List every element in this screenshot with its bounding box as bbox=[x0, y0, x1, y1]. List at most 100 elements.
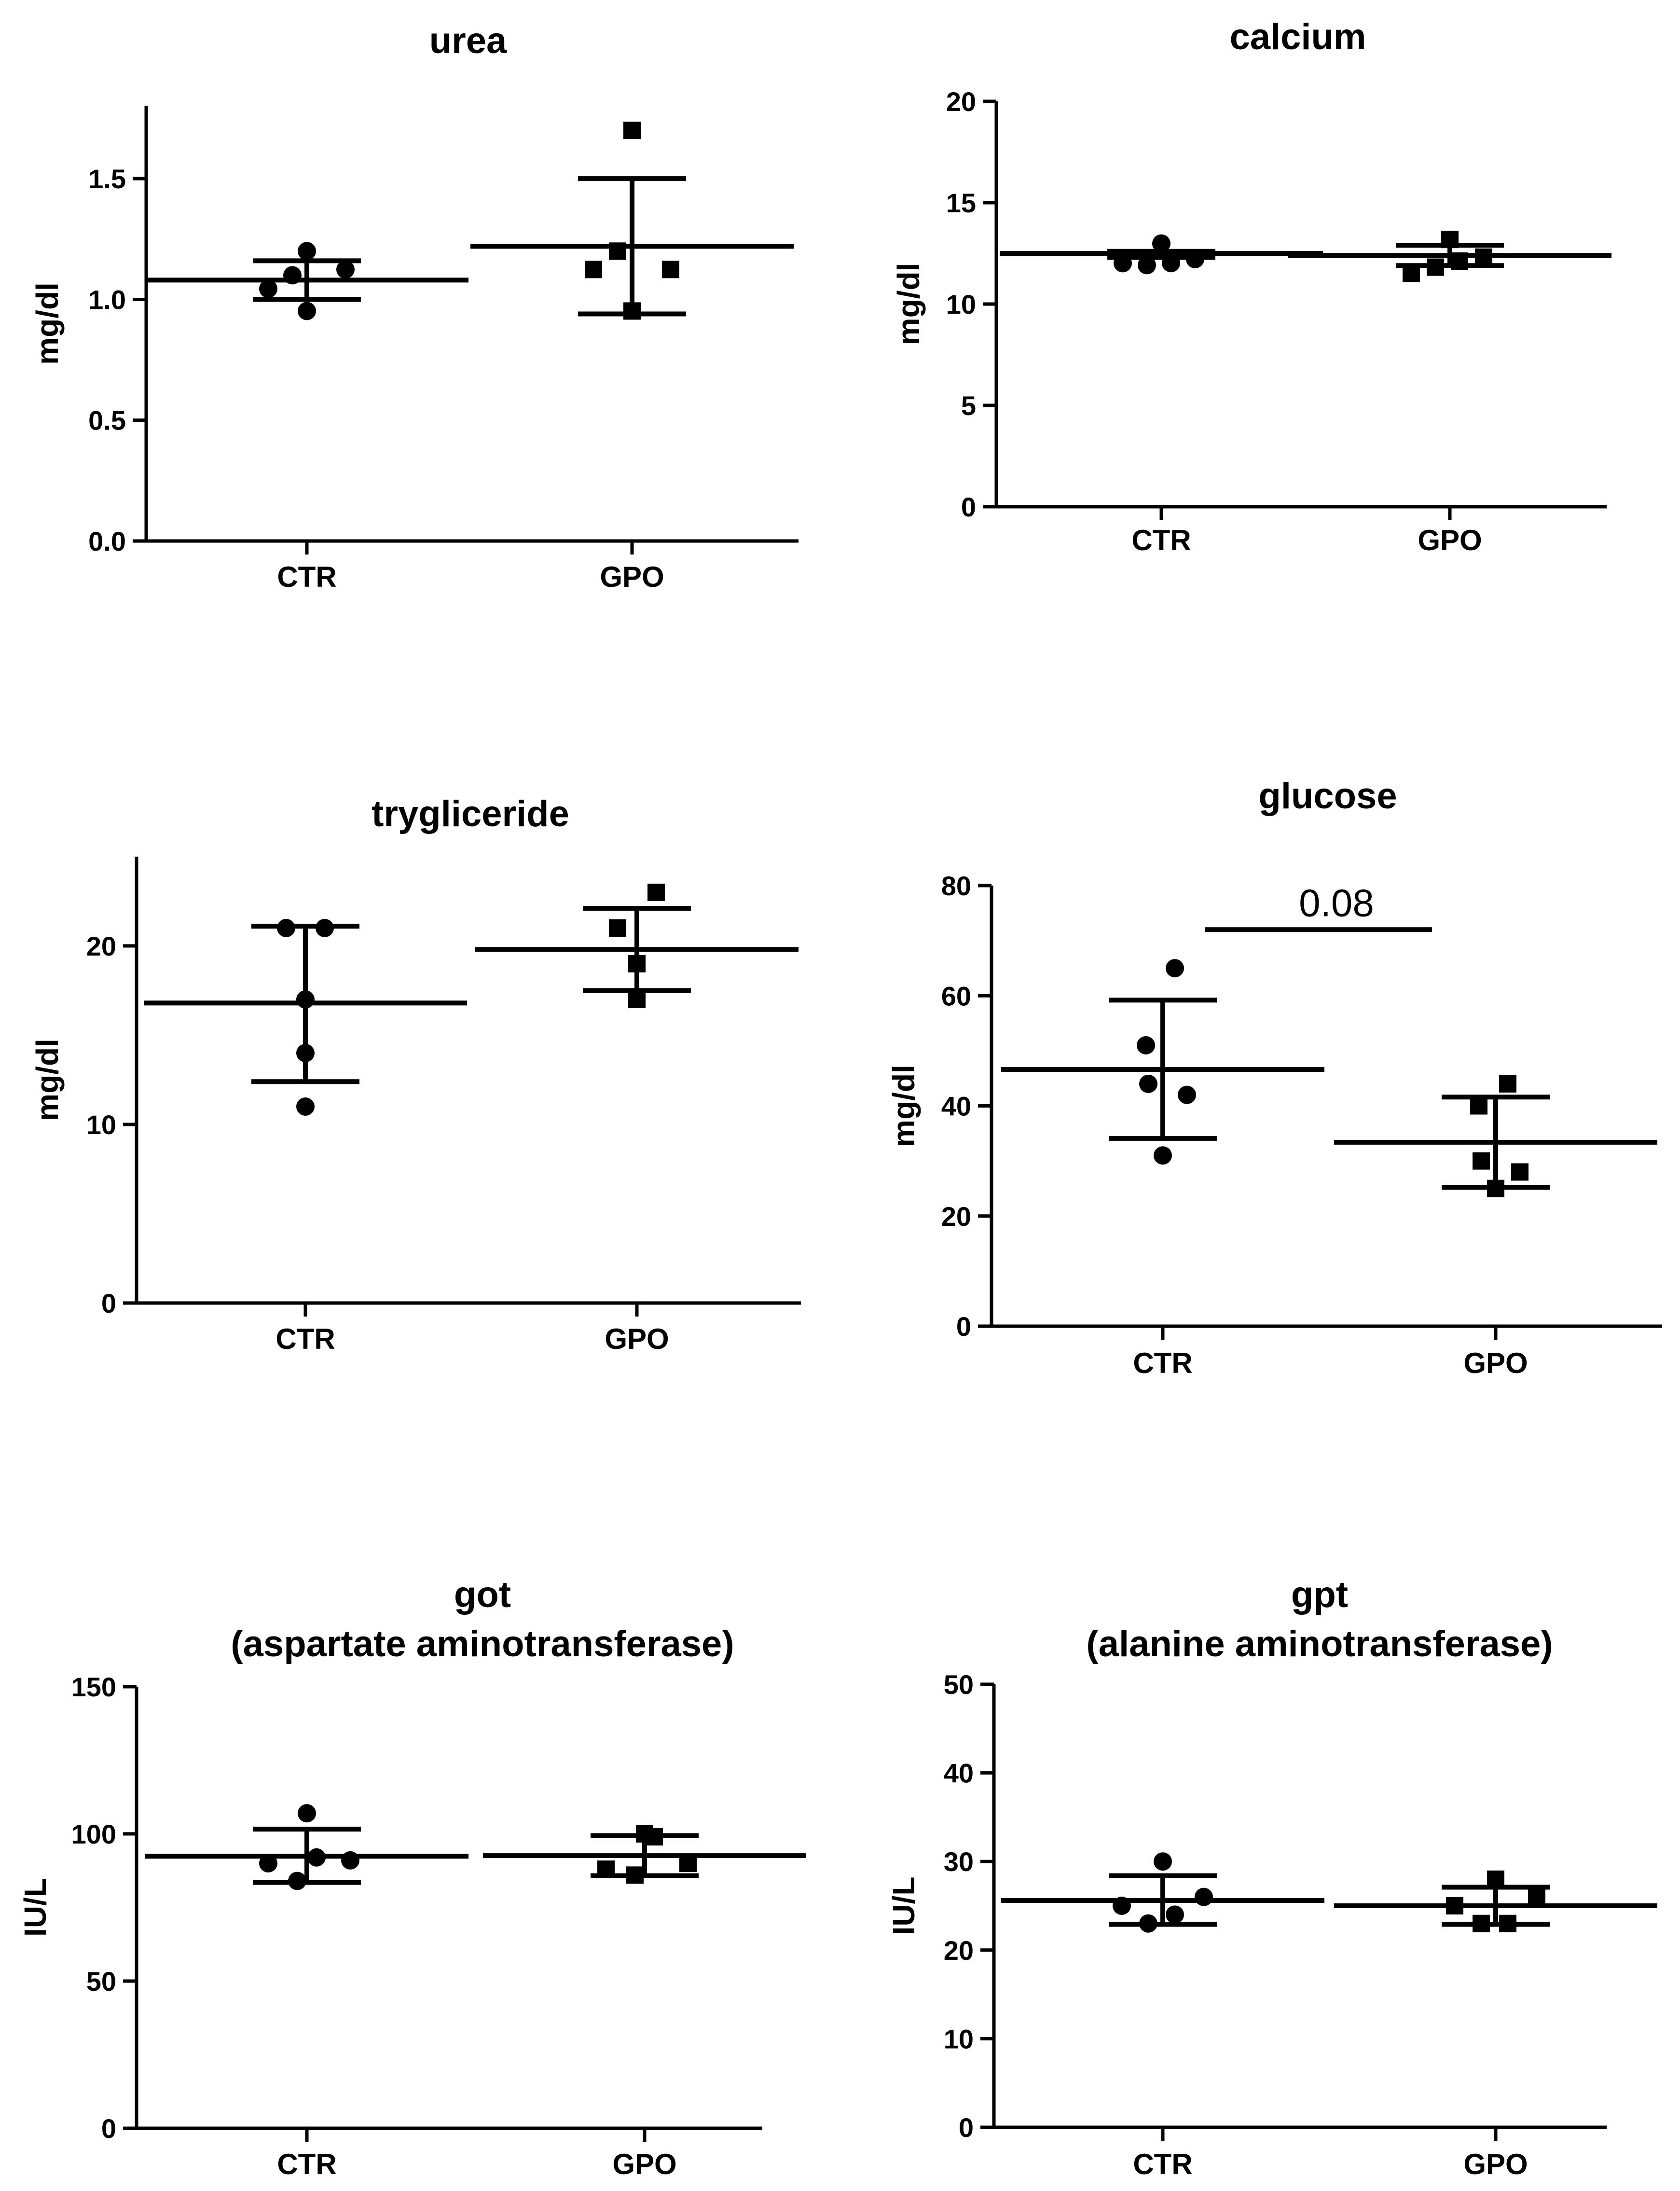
data-point bbox=[1441, 231, 1459, 249]
data-point bbox=[1139, 1074, 1157, 1093]
x-category-label-gpo: GPO bbox=[1463, 1347, 1528, 1379]
data-point bbox=[1139, 1914, 1157, 1933]
x-category-label-ctr: CTR bbox=[1133, 2148, 1192, 2180]
data-point bbox=[316, 919, 334, 937]
data-point bbox=[1511, 1163, 1529, 1181]
data-point bbox=[1195, 1887, 1213, 1906]
series-ctr bbox=[144, 919, 467, 1116]
y-axis-label: mg/dl bbox=[891, 263, 926, 346]
y-tick-label: 30 bbox=[944, 1846, 974, 1877]
data-point bbox=[679, 1855, 697, 1872]
y-tick-label: 0 bbox=[101, 1288, 116, 1318]
data-point bbox=[298, 302, 316, 320]
series-ctr bbox=[145, 1804, 468, 1890]
data-point bbox=[1137, 1036, 1155, 1054]
y-axis-label: IU/L bbox=[886, 1877, 921, 1935]
data-point bbox=[1403, 264, 1420, 282]
data-point bbox=[259, 279, 277, 298]
y-tick-label: 0 bbox=[101, 2113, 116, 2144]
chart-title: urea bbox=[429, 20, 507, 61]
data-point bbox=[1499, 1914, 1516, 1932]
y-tick-label: 40 bbox=[941, 1091, 971, 1122]
chart-panel-6: gpt (alanine aminotransferase) IU/L 0 10 20 30… bbox=[886, 1574, 1657, 2180]
y-tick-label: 20 bbox=[946, 86, 976, 117]
series-ctr bbox=[1000, 234, 1323, 275]
series-gpo bbox=[470, 122, 794, 320]
data-point bbox=[1427, 258, 1444, 276]
series-ctr bbox=[145, 242, 468, 320]
chart-title: got bbox=[454, 1574, 511, 1615]
data-point bbox=[1166, 959, 1184, 978]
data-point bbox=[1499, 1075, 1516, 1093]
y-axis-label: mg/dl bbox=[886, 1065, 921, 1147]
x-category-label-gpo: GPO bbox=[605, 1323, 669, 1355]
data-point bbox=[341, 1851, 359, 1870]
data-point bbox=[296, 1097, 315, 1116]
data-point bbox=[623, 302, 641, 320]
x-category-label-gpo: GPO bbox=[612, 2148, 676, 2180]
chart-title: gpt bbox=[1291, 1574, 1348, 1615]
series-ctr bbox=[1001, 959, 1324, 1165]
y-tick-label: 20 bbox=[941, 1201, 971, 1232]
chart-panel-5: got (aspartate aminotransferase) IU/L 0 50 10… bbox=[18, 1574, 806, 2180]
y-tick-label: 20 bbox=[86, 931, 116, 961]
series-gpo bbox=[1288, 231, 1611, 282]
y-tick-label: 10 bbox=[946, 289, 976, 319]
y-tick-label: 150 bbox=[71, 1672, 116, 1702]
y-tick-label: 80 bbox=[941, 871, 971, 901]
x-category-label-gpo: GPO bbox=[1418, 524, 1482, 556]
x-category-label-ctr: CTR bbox=[277, 561, 336, 593]
chart-title: glucose bbox=[1258, 776, 1397, 817]
data-point bbox=[636, 1825, 653, 1843]
data-point bbox=[1113, 1897, 1131, 1915]
chart-panel-2: calcium mg/dl 0 5 10 15 20 CTR GPO bbox=[891, 16, 1611, 556]
data-point bbox=[1166, 1905, 1184, 1924]
y-tick-label: 0.0 bbox=[88, 526, 126, 556]
y-tick-label: 1.0 bbox=[88, 284, 126, 315]
chart-panel-3: trygliceride mg/dl 0 10 20 CTR GPO bbox=[30, 793, 801, 1355]
data-point bbox=[1528, 1888, 1545, 1906]
data-point bbox=[1451, 252, 1468, 270]
data-point bbox=[307, 1848, 326, 1867]
data-point bbox=[628, 991, 646, 1008]
data-point bbox=[296, 1044, 315, 1062]
data-point bbox=[1138, 256, 1156, 275]
data-point bbox=[296, 990, 315, 1009]
y-axis-label: IU/L bbox=[18, 1878, 53, 1937]
chart-title: calcium bbox=[1229, 16, 1366, 57]
data-point bbox=[647, 884, 665, 901]
p-value-annotation: 0.08 bbox=[1299, 881, 1374, 924]
data-point bbox=[1473, 1914, 1490, 1932]
series-gpo bbox=[1334, 1870, 1657, 1932]
data-point bbox=[1154, 1146, 1172, 1165]
y-tick-label: 1.5 bbox=[88, 164, 126, 194]
series-gpo bbox=[475, 884, 799, 1008]
chart-panel-1: urea mg/dl 0.0 0.5 1.0 1.5 CTR GPO bbox=[30, 20, 799, 593]
y-axis-label: mg/dl bbox=[30, 1039, 65, 1121]
y-tick-label: 0 bbox=[956, 1311, 971, 1342]
chart-panel-4: glucose mg/dl 0 20 40 60 80 CTR GPO 0.08 bbox=[886, 776, 1662, 1379]
y-tick-label: 0 bbox=[959, 2112, 974, 2143]
data-point bbox=[1154, 1852, 1172, 1871]
series-gpo bbox=[483, 1825, 806, 1884]
data-point bbox=[626, 1866, 644, 1884]
y-tick-label: 10 bbox=[86, 1109, 116, 1140]
y-tick-label: 0.5 bbox=[88, 405, 126, 436]
data-point bbox=[1470, 1097, 1487, 1115]
x-category-label-ctr: CTR bbox=[1133, 1347, 1192, 1379]
data-point bbox=[628, 955, 646, 972]
data-point bbox=[1114, 254, 1132, 273]
data-point bbox=[1152, 234, 1170, 253]
data-point bbox=[1178, 1085, 1196, 1104]
data-point bbox=[336, 260, 355, 279]
y-tick-label: 50 bbox=[944, 1669, 974, 1700]
data-point bbox=[1475, 248, 1492, 266]
y-tick-label: 50 bbox=[86, 1966, 116, 1997]
series-gpo bbox=[1334, 1075, 1657, 1197]
y-tick-label: 100 bbox=[71, 1819, 116, 1849]
data-point bbox=[662, 261, 679, 278]
y-tick-label: 20 bbox=[944, 1935, 974, 1966]
series-ctr bbox=[1001, 1852, 1324, 1933]
chart-title-line-2: (alanine aminotransferase) bbox=[1086, 1623, 1553, 1664]
data-point bbox=[1162, 254, 1180, 273]
